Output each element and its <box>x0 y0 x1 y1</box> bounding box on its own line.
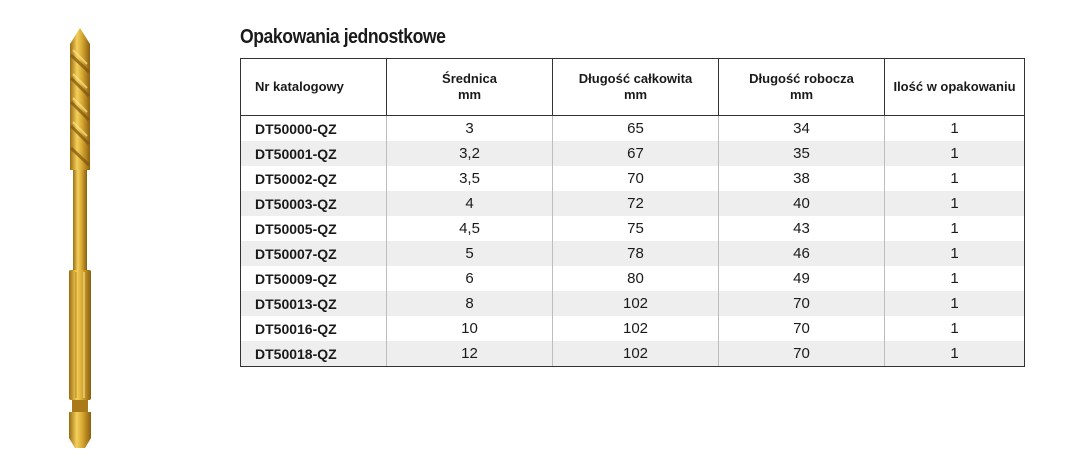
page-title: Opakowania jednostkowe <box>240 26 446 48</box>
diameter: 8 <box>386 291 553 316</box>
table-row: DT50005-QZ 4,5 75 43 1 <box>240 216 1025 241</box>
total-length: 70 <box>552 166 719 191</box>
total-length: 75 <box>552 216 719 241</box>
table-row: DT50018-QZ 12 102 70 1 <box>240 341 1025 367</box>
table-row: DT50007-QZ 5 78 46 1 <box>240 241 1025 266</box>
diameter: 4,5 <box>386 216 553 241</box>
table-row: DT50000-QZ 3 65 34 1 <box>240 115 1025 141</box>
diameter: 3 <box>386 115 553 141</box>
working-length: 70 <box>718 341 885 367</box>
table-row: DT50002-QZ 3,5 70 38 1 <box>240 166 1025 191</box>
catalog-number: DT50009-QZ <box>240 266 387 291</box>
quantity: 1 <box>884 291 1025 316</box>
catalog-number: DT50001-QZ <box>240 141 387 166</box>
catalog-number: DT50016-QZ <box>240 316 387 341</box>
catalog-number: DT50000-QZ <box>240 115 387 141</box>
quantity: 1 <box>884 241 1025 266</box>
header-working-length: Długość robocza mm <box>718 58 885 116</box>
diameter: 5 <box>386 241 553 266</box>
drill-bit-icon <box>69 28 91 448</box>
working-length: 34 <box>718 115 885 141</box>
catalog-number: DT50005-QZ <box>240 216 387 241</box>
header-catalog: Nr katalogowy <box>240 58 387 116</box>
diameter: 3,5 <box>386 166 553 191</box>
quantity: 1 <box>884 115 1025 141</box>
total-length: 72 <box>552 191 719 216</box>
total-length: 78 <box>552 241 719 266</box>
working-length: 35 <box>718 141 885 166</box>
table-row: DT50016-QZ 10 102 70 1 <box>240 316 1025 341</box>
total-length: 67 <box>552 141 719 166</box>
total-length: 80 <box>552 266 719 291</box>
table-row: DT50003-QZ 4 72 40 1 <box>240 191 1025 216</box>
total-length: 65 <box>552 115 719 141</box>
table-header-row: Nr katalogowy Średnica mm Długość całkowi… <box>240 58 1025 116</box>
quantity: 1 <box>884 191 1025 216</box>
diameter: 10 <box>386 316 553 341</box>
quantity: 1 <box>884 141 1025 166</box>
diameter: 3,2 <box>386 141 553 166</box>
header-diameter: Średnica mm <box>386 58 553 116</box>
quantity: 1 <box>884 216 1025 241</box>
working-length: 49 <box>718 266 885 291</box>
table-row: DT50013-QZ 8 102 70 1 <box>240 291 1025 316</box>
catalog-number: DT50013-QZ <box>240 291 387 316</box>
spec-table: Nr katalogowy Średnica mm Długość całkowi… <box>240 58 1025 367</box>
total-length: 102 <box>552 316 719 341</box>
working-length: 43 <box>718 216 885 241</box>
diameter: 6 <box>386 266 553 291</box>
diameter: 4 <box>386 191 553 216</box>
working-length: 70 <box>718 316 885 341</box>
working-length: 40 <box>718 191 885 216</box>
header-quantity: Ilość w opakowaniu <box>884 58 1025 116</box>
catalog-number: DT50018-QZ <box>240 341 387 367</box>
diameter: 12 <box>386 341 553 367</box>
table-row: DT50009-QZ 6 80 49 1 <box>240 266 1025 291</box>
quantity: 1 <box>884 341 1025 367</box>
quantity: 1 <box>884 266 1025 291</box>
quantity: 1 <box>884 316 1025 341</box>
table-row: DT50001-QZ 3,2 67 35 1 <box>240 141 1025 166</box>
header-total-length: Długość całkowita mm <box>552 58 719 116</box>
working-length: 46 <box>718 241 885 266</box>
catalog-number: DT50002-QZ <box>240 166 387 191</box>
catalog-number: DT50007-QZ <box>240 241 387 266</box>
catalog-number: DT50003-QZ <box>240 191 387 216</box>
quantity: 1 <box>884 166 1025 191</box>
total-length: 102 <box>552 291 719 316</box>
working-length: 38 <box>718 166 885 191</box>
total-length: 102 <box>552 341 719 367</box>
working-length: 70 <box>718 291 885 316</box>
